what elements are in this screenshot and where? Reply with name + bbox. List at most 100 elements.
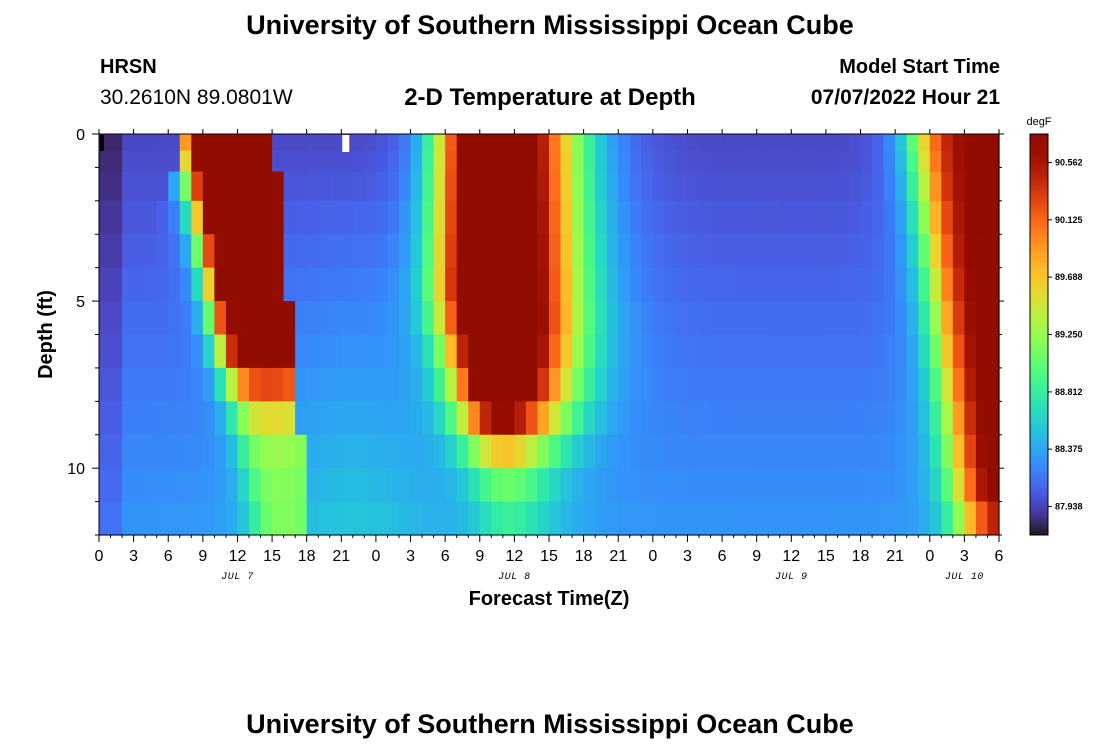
heatmap-cell (572, 150, 585, 173)
heatmap-cell (456, 367, 469, 402)
heatmap-cell (306, 434, 319, 469)
heatmap-cell (133, 501, 146, 536)
heatmap-cell (202, 468, 215, 503)
heatmap-cell (756, 234, 769, 269)
heatmap-cell (433, 334, 446, 369)
heatmap-cell (341, 301, 354, 336)
heatmap-cell (779, 200, 792, 235)
heatmap-cell (133, 234, 146, 269)
heatmap-cell (168, 301, 181, 336)
heatmap-cell (791, 301, 804, 336)
heatmap-cell (987, 200, 1000, 235)
heatmap-cell (249, 334, 262, 369)
heatmap-cell (214, 501, 227, 536)
heatmap-cell (306, 401, 319, 436)
heatmap-cell (468, 401, 481, 436)
heatmap-cell (145, 267, 158, 302)
heatmap-cell (260, 234, 273, 269)
heatmap-cell (791, 334, 804, 369)
heatmap-cell (122, 171, 135, 202)
heatmap-cell (341, 334, 354, 369)
heatmap-cell (433, 468, 446, 503)
heatmap-cell (525, 367, 539, 402)
heatmap-cell (849, 501, 862, 536)
heatmap-cell (941, 200, 954, 235)
heatmap-cell (825, 234, 839, 269)
heatmap-cell (802, 401, 815, 436)
heatmap-cell (295, 171, 308, 202)
heatmap-cell (641, 301, 654, 336)
heatmap-cell (295, 234, 308, 269)
heatmap-cell (722, 501, 735, 536)
heatmap-cell (560, 334, 573, 369)
heatmap-cell (837, 367, 850, 402)
heatmap-cell (537, 234, 550, 269)
heatmap-cell (422, 267, 435, 302)
heatmap-cell (572, 171, 585, 202)
heatmap-cell (410, 434, 423, 469)
heatmap-cell (641, 234, 654, 269)
heatmap-cell (214, 134, 227, 152)
heatmap-cell (825, 434, 839, 469)
heatmap-cell (618, 401, 631, 436)
heatmap-cell (549, 367, 562, 402)
heatmap-cell (549, 171, 562, 202)
heatmap-cell (537, 334, 550, 369)
heatmap-cell (606, 171, 619, 202)
heatmap-cell (618, 171, 631, 202)
heatmap-cell (699, 200, 712, 235)
heatmap-cell (410, 401, 423, 436)
heatmap-cell (537, 171, 550, 202)
heatmap-cell (687, 234, 700, 269)
heatmap-cell (145, 150, 158, 173)
heatmap-cell (445, 468, 458, 503)
heatmap-cell (225, 267, 239, 302)
heatmap-cell (583, 367, 596, 402)
heatmap-cell (745, 150, 758, 173)
heatmap-cell (399, 234, 412, 269)
heatmap-cell (456, 434, 469, 469)
heatmap-cell (975, 134, 989, 152)
heatmap-cell (491, 301, 504, 336)
heatmap-cell (352, 468, 365, 503)
heatmap-cell (99, 434, 112, 469)
heatmap-cell (895, 171, 908, 202)
heatmap-cell (756, 134, 769, 152)
heatmap-cell (895, 501, 908, 536)
heatmap-cell (110, 150, 123, 173)
heatmap-cell (710, 468, 723, 503)
heatmap-cell (549, 501, 562, 536)
heatmap-cell (375, 334, 389, 369)
heatmap-cell (168, 468, 181, 503)
heatmap-cell (952, 171, 965, 202)
heatmap-cell (975, 171, 989, 202)
heatmap-cell (549, 301, 562, 336)
heatmap-cell (179, 301, 192, 336)
heatmap-cell (606, 234, 619, 269)
heatmap-cell (987, 334, 1000, 369)
heatmap-cell (791, 401, 804, 436)
heatmap-cell (410, 301, 423, 336)
heatmap-cell (964, 267, 977, 302)
heatmap-cell (410, 501, 423, 536)
x-tick-label: 0 (925, 548, 934, 565)
heatmap-cell (837, 301, 850, 336)
heatmap-cell (399, 134, 412, 152)
heatmap-cell (387, 234, 400, 269)
heatmap-cell (168, 334, 181, 369)
heatmap-cell (825, 267, 839, 302)
heatmap-cell (214, 150, 227, 173)
heatmap-cell (168, 134, 181, 152)
heatmap-cell (710, 171, 723, 202)
heatmap-cell (722, 171, 735, 202)
heatmap-cell (652, 434, 665, 469)
heatmap-cell (456, 150, 469, 173)
heatmap-cell (352, 200, 365, 235)
heatmap-cell (825, 401, 839, 436)
heatmap-cell (202, 134, 215, 152)
heatmap-cell (295, 267, 308, 302)
heatmap-cell (479, 200, 492, 235)
heatmap-cell (745, 134, 758, 152)
heatmap-cell (479, 501, 492, 536)
y-tick-label: 10 (67, 461, 85, 478)
